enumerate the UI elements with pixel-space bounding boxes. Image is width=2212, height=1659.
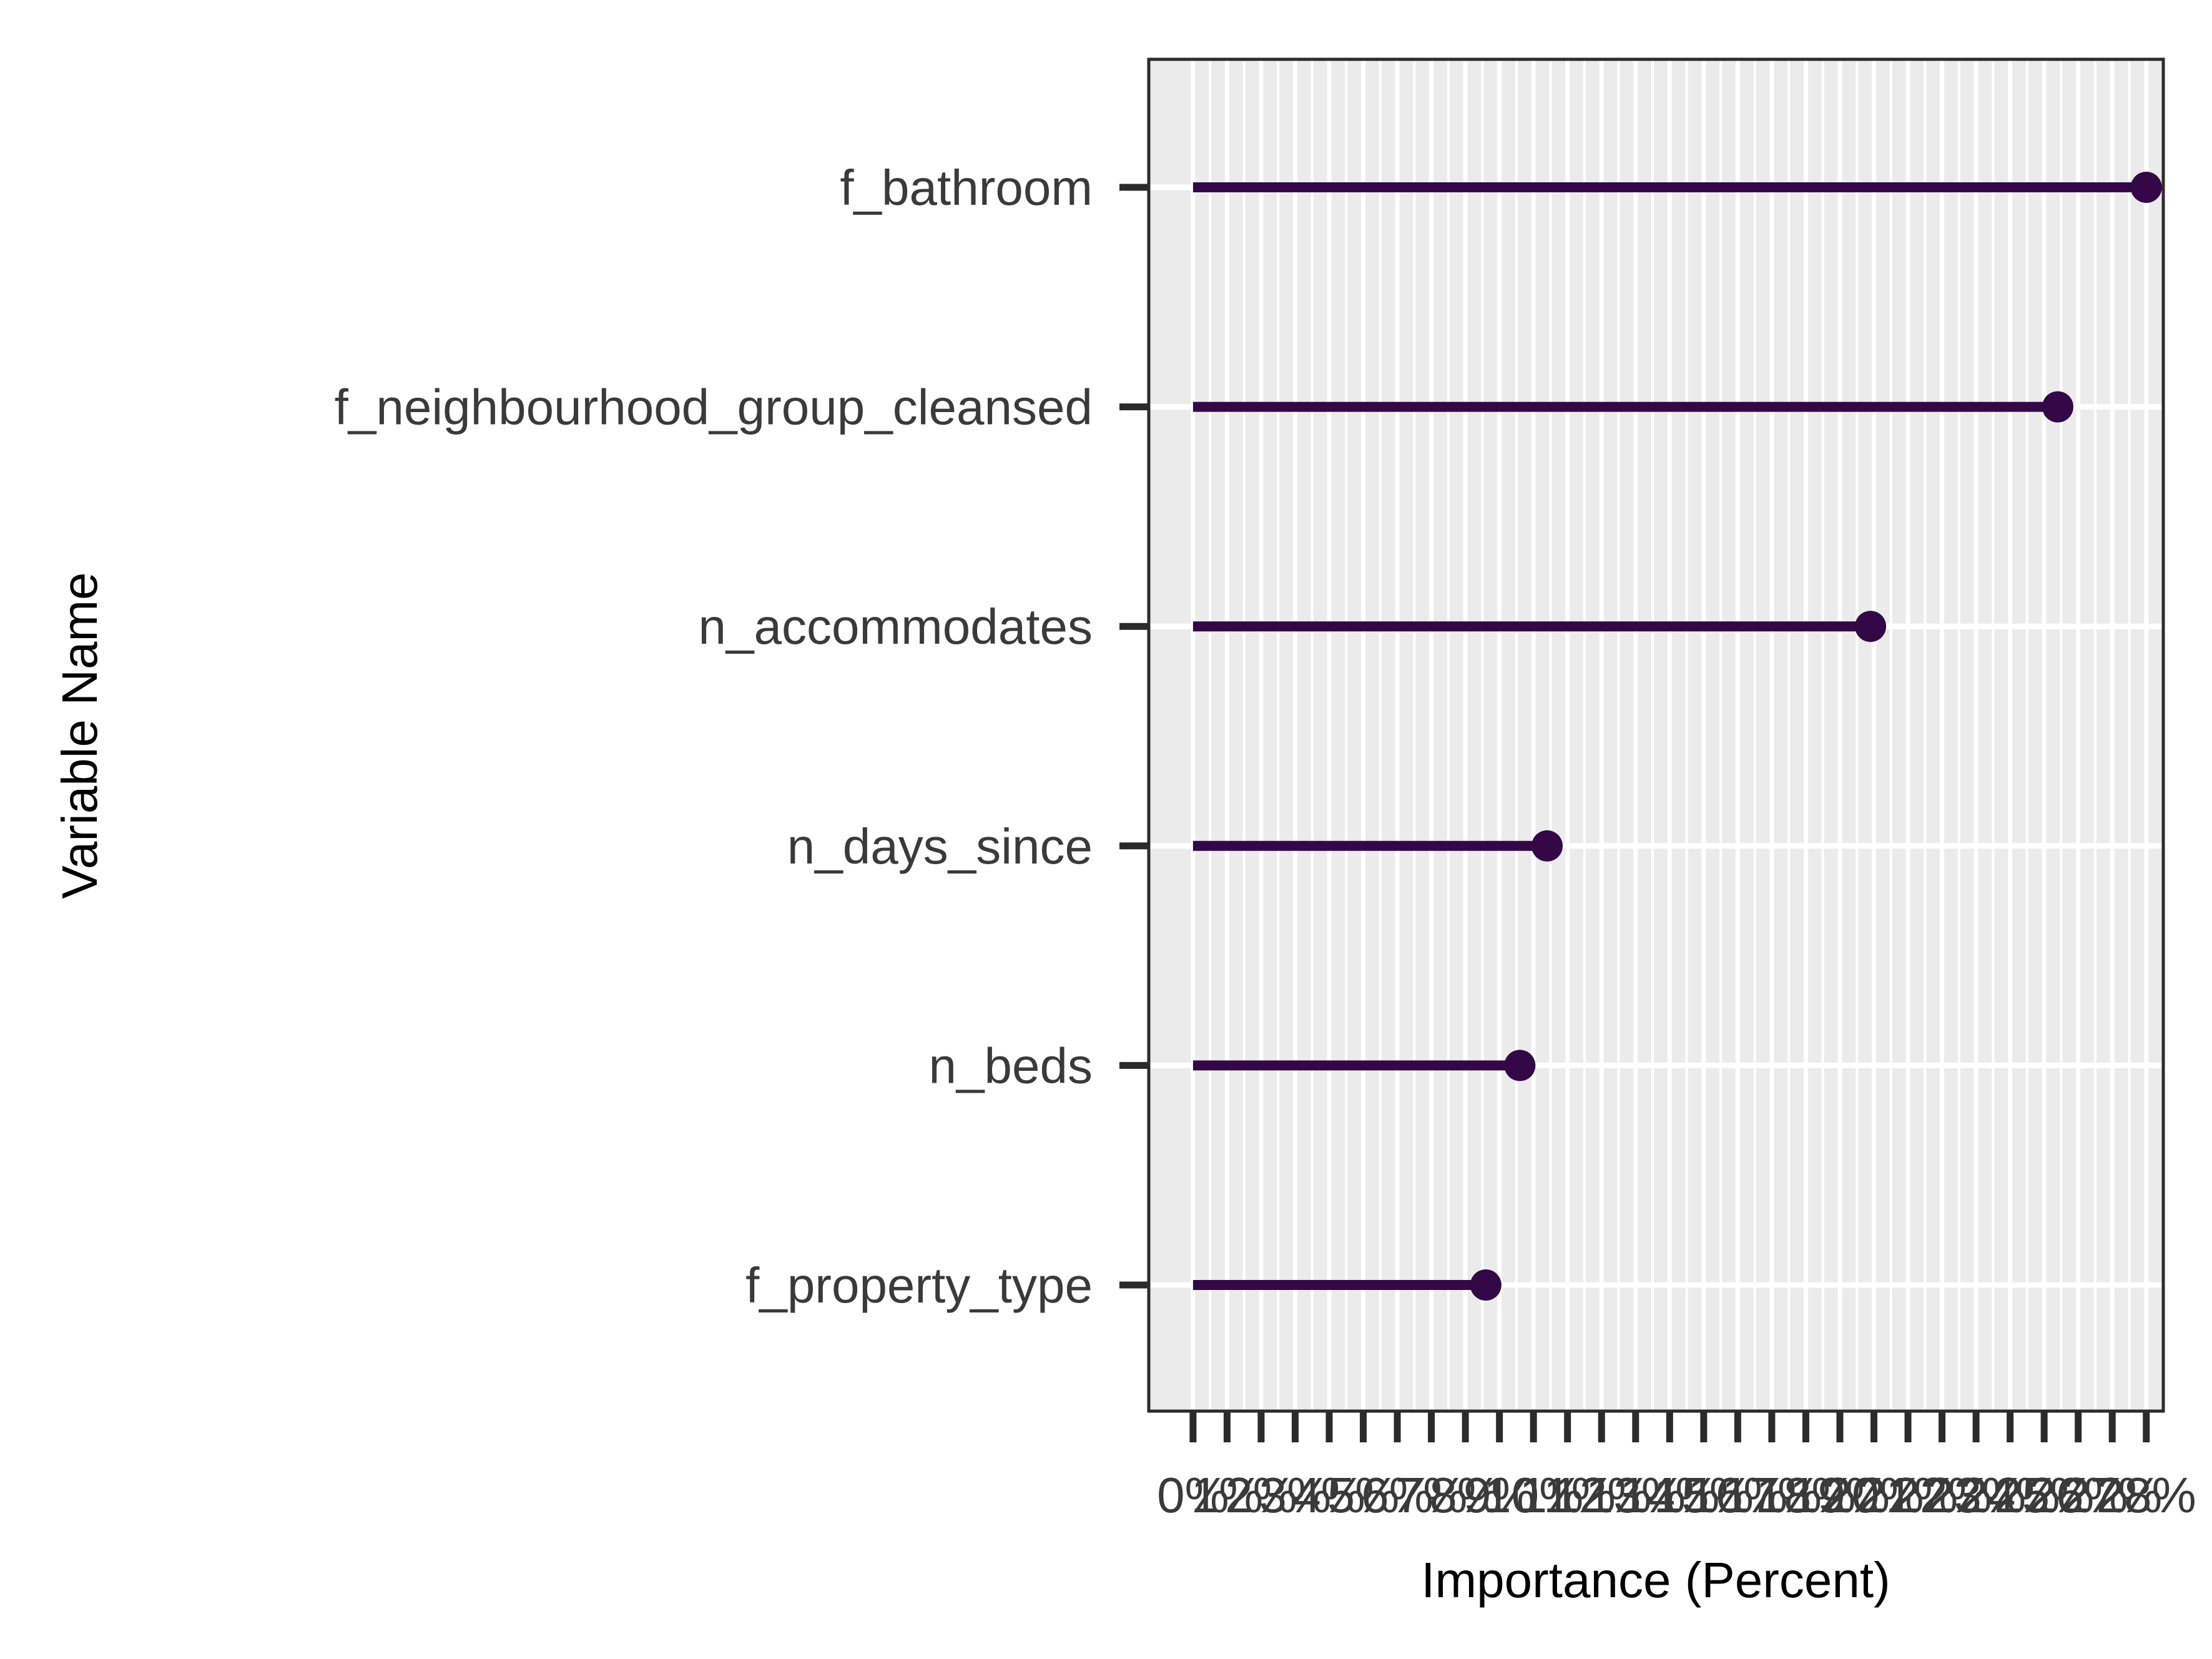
x-tick-label: 15% — [1654, 1467, 1754, 1523]
x-tick-label: 5% — [1327, 1467, 1400, 1523]
x-axis-title: Importance (Percent) — [1421, 1552, 1890, 1608]
x-tick-label: 4% — [1293, 1467, 1365, 1523]
lollipop-point — [2130, 172, 2162, 203]
x-tick-label: 24% — [1960, 1467, 2060, 1523]
x-tick-label: 12% — [1551, 1467, 1651, 1523]
lollipop-point — [2042, 391, 2073, 423]
x-tick-label: 7% — [1395, 1467, 1468, 1523]
plot-border — [1147, 57, 2165, 1413]
x-tick-label: 11% — [1520, 1467, 1616, 1523]
x-tick-label: 18% — [1756, 1467, 1856, 1523]
y-tick-label: f_bathroom — [840, 160, 1093, 215]
x-tick-label: 17% — [1722, 1467, 1822, 1523]
x-tick-label: 1% — [1191, 1467, 1264, 1523]
x-tick-label: 8% — [1429, 1467, 1502, 1523]
y-tick-label: n_accommodates — [699, 599, 1093, 654]
y-tick-label: f_property_type — [745, 1258, 1093, 1313]
vertical-gridlines — [1191, 59, 2149, 1411]
x-tick-label: 16% — [1688, 1467, 1787, 1523]
x-tick-label: 6% — [1361, 1467, 1433, 1523]
x-tick-label: 0% — [1157, 1467, 1229, 1523]
x-tick-label: 21% — [1858, 1467, 1958, 1523]
lollipop-point — [1855, 611, 1887, 642]
lollipop-point — [1470, 1269, 1502, 1301]
x-tick-label: 25% — [1994, 1467, 2094, 1523]
x-tick-label: 10% — [1483, 1467, 1583, 1523]
x-tick-label: 23% — [1926, 1467, 2026, 1523]
x-tick-label: 14% — [1620, 1467, 1719, 1523]
y-tick-label: n_days_since — [787, 819, 1093, 874]
x-tick-label: 28% — [2096, 1467, 2196, 1523]
x-tick-label: 27% — [2062, 1467, 2162, 1523]
lollipop-point — [1504, 1050, 1536, 1081]
x-tick-label: 20% — [1824, 1467, 1924, 1523]
x-tick-label: 22% — [1892, 1467, 1992, 1523]
x-tick-label: 13% — [1586, 1467, 1686, 1523]
x-tick-label: 9% — [1463, 1467, 1536, 1523]
lollipop-point — [1531, 830, 1563, 862]
x-tick-label: 26% — [2028, 1467, 2128, 1523]
x-tick-label: 3% — [1259, 1467, 1332, 1523]
y-axis: f_bathroom f_neighbourhood_group_cleansed… — [335, 160, 1149, 1313]
y-axis-title: Variable Name — [52, 572, 107, 898]
lollipop-marks — [1192, 172, 2162, 1301]
x-tick-label: 2% — [1225, 1467, 1297, 1523]
x-axis: 0%1%2%3%4%5%6%7%8%9%10%11%12%13%14%15%16… — [1157, 1411, 2196, 1523]
x-tick-label: 19% — [1790, 1467, 1890, 1523]
y-tick-label: f_neighbourhood_group_cleansed — [335, 380, 1093, 435]
y-tick-label: n_beds — [929, 1038, 1093, 1093]
